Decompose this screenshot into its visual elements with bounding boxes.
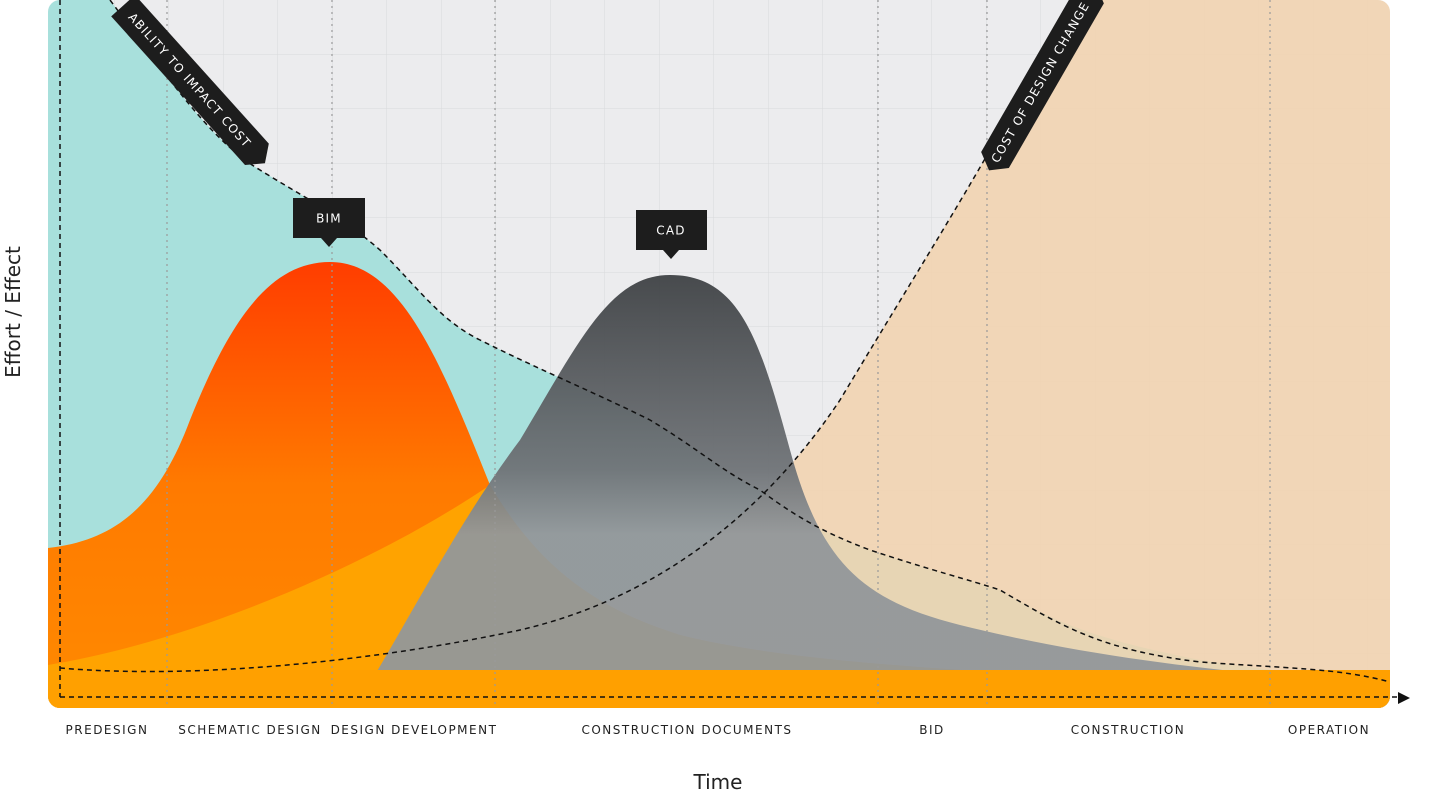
ability-line bbox=[109, 0, 1390, 683]
cad-label: CAD bbox=[656, 224, 685, 238]
cad-area bbox=[360, 275, 1390, 708]
cad-callout: CAD bbox=[636, 210, 707, 259]
phase-label: PREDESIGN bbox=[66, 723, 149, 737]
bim-callout: BIM bbox=[293, 198, 365, 247]
cost-area bbox=[60, 0, 1390, 708]
baseline-band bbox=[48, 670, 1390, 708]
phase-label: CONSTRUCTION DOCUMENTS bbox=[581, 723, 792, 737]
traditional-area bbox=[48, 485, 1390, 708]
phase-label: BID bbox=[919, 723, 945, 737]
phase-label: CONSTRUCTION bbox=[1071, 723, 1186, 737]
phase-labels: PREDESIGN SCHEMATIC DESIGN DESIGN DEVELO… bbox=[66, 723, 1370, 737]
x-axis-arrow bbox=[1398, 692, 1410, 704]
phase-label: SCHEMATIC DESIGN bbox=[178, 723, 322, 737]
plot-area bbox=[48, 0, 1390, 708]
phase-label: DESIGN DEVELOPMENT bbox=[331, 723, 498, 737]
phase-label: OPERATION bbox=[1288, 723, 1370, 737]
x-axis-title: Time bbox=[693, 770, 743, 794]
bim-label: BIM bbox=[316, 212, 342, 226]
y-axis-title: Effort / Effect bbox=[1, 246, 25, 378]
